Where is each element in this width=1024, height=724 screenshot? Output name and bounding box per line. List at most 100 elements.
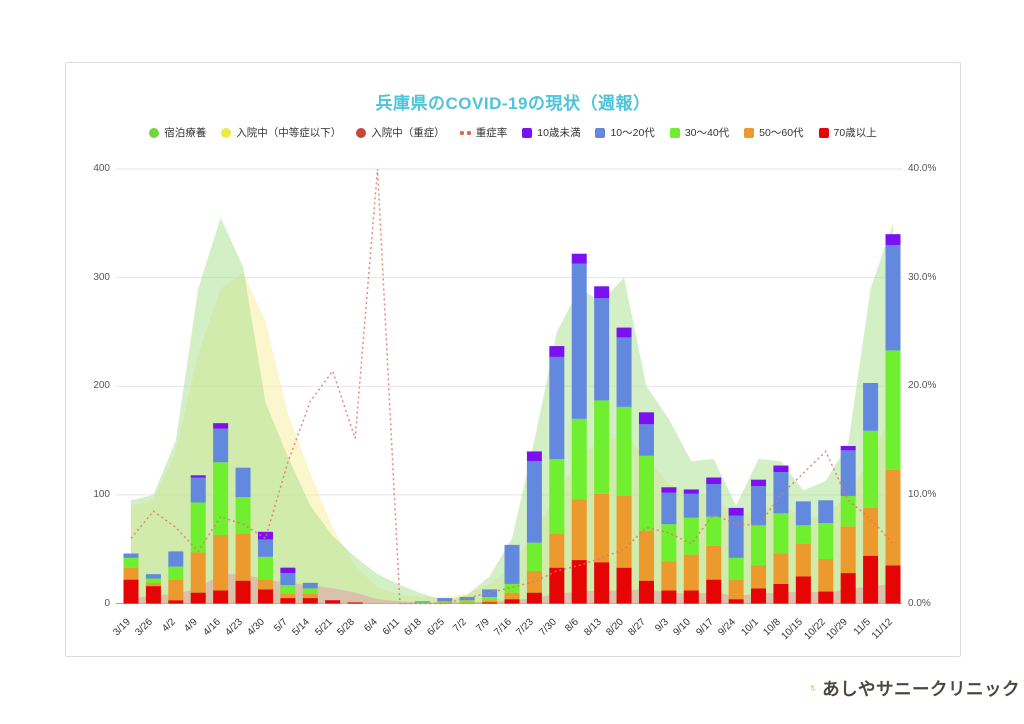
bar-segment [773, 513, 789, 554]
bar-segment [683, 489, 699, 494]
bar-segment [235, 497, 251, 534]
bar-segment [280, 598, 296, 604]
bar-7/23[interactable] [526, 451, 542, 604]
bar-5/21[interactable] [325, 600, 341, 604]
bar-segment [706, 477, 722, 485]
bar-segment [190, 502, 206, 553]
bar-6/18[interactable] [414, 601, 430, 604]
bar-9/3[interactable] [661, 487, 677, 604]
bar-segment [818, 558, 834, 592]
bar-7/30[interactable] [549, 346, 565, 604]
bar-segment [302, 582, 318, 589]
legend-label: 50〜60代 [759, 127, 804, 139]
bar-segment [213, 462, 229, 536]
chart-legend: 宿泊療養 入院中（中等症以下） 入院中（重症） 重症率 10歳未満 10〜20代 30〜40… [66, 125, 960, 140]
bar-8/6[interactable] [571, 253, 587, 604]
bar-segment [190, 552, 206, 593]
bar-5/7[interactable] [280, 567, 296, 604]
bar-8/20[interactable] [616, 327, 632, 604]
legend-item-3[interactable]: 重症率 [459, 125, 507, 140]
bar-8/13[interactable] [594, 286, 610, 604]
bar-7/2[interactable] [459, 596, 475, 604]
area-series-1 [131, 217, 893, 604]
bar-segment [594, 286, 610, 299]
bar-segment [751, 525, 767, 566]
bar-segment [526, 461, 542, 543]
bar-segment [594, 493, 610, 563]
bar-11/5[interactable] [863, 382, 879, 604]
bar-segment [145, 586, 161, 604]
bar-4/9[interactable] [190, 475, 206, 604]
bar-segment [638, 424, 654, 456]
bar-segment [213, 535, 229, 591]
bar-segment [863, 555, 879, 604]
bar-4/23[interactable] [235, 467, 251, 604]
bar-segment [840, 526, 856, 574]
bar-segment [706, 516, 722, 546]
legend-item-8[interactable]: 70歳以上 [818, 125, 877, 140]
bar-segment [459, 600, 475, 603]
bar-segment [302, 598, 318, 604]
bar-segment [638, 580, 654, 604]
bar-segment [280, 593, 296, 599]
bar-segment [661, 590, 677, 604]
bar-10/8[interactable] [773, 465, 789, 604]
chart-card: 兵庫県のCOVID-19の現状（週報） 宿泊療養 入院中（中等症以下） 入院中（重症… [65, 62, 961, 657]
bar-3/26[interactable] [145, 574, 161, 604]
chart-plot-area[interactable] [66, 63, 960, 656]
bar-segment [526, 542, 542, 571]
legend-item-5[interactable]: 10〜20代 [595, 125, 655, 140]
bar-segment [168, 600, 184, 604]
y-axis-left-tick: 200 [93, 380, 110, 392]
legend-item-4[interactable]: 10歳未満 [522, 125, 580, 140]
bar-segment [549, 533, 565, 568]
bar-8/27[interactable] [638, 412, 654, 604]
bar-9/17[interactable] [706, 477, 722, 604]
bar-segment [818, 500, 834, 524]
bar-segment [280, 573, 296, 586]
bar-segment [257, 589, 273, 604]
bar-segment [123, 567, 139, 580]
bar-4/16[interactable] [213, 423, 229, 604]
bar-segment [885, 350, 901, 470]
legend-square-marker [522, 127, 533, 138]
bar-segment [526, 570, 542, 593]
bar-9/10[interactable] [683, 489, 699, 604]
bar-segment [213, 590, 229, 604]
bar-10/15[interactable] [795, 501, 811, 604]
bar-segment [459, 602, 475, 604]
bar-9/24[interactable] [728, 507, 744, 604]
bar-segment [616, 337, 632, 407]
legend-item-2[interactable]: 入院中（重症） [356, 125, 445, 140]
bar-segment [302, 593, 318, 599]
legend-item-6[interactable]: 30〜40代 [669, 125, 729, 140]
bar-segment [795, 501, 811, 526]
y-axis-right-tick: 40.0% [908, 163, 937, 174]
bar-5/28[interactable] [347, 602, 363, 604]
bar-segment [616, 406, 632, 496]
bar-segment [235, 533, 251, 581]
area-series-2 [131, 574, 893, 604]
bar-10/1[interactable] [751, 479, 767, 604]
bar-segment [863, 430, 879, 508]
bar-segment [414, 602, 430, 604]
legend-item-1[interactable]: 入院中（中等症以下） [221, 125, 341, 140]
legend-item-7[interactable]: 50〜60代 [744, 125, 804, 140]
bar-5/14[interactable] [302, 582, 318, 604]
bar-segment [863, 382, 879, 431]
bar-10/29[interactable] [840, 445, 856, 604]
bar-4/2[interactable] [168, 551, 184, 604]
bar-segment [571, 263, 587, 419]
legend-square-marker [818, 127, 829, 138]
bar-11/12[interactable] [885, 234, 901, 604]
bar-segment [885, 469, 901, 566]
bar-segment [571, 253, 587, 264]
bar-3/19[interactable] [123, 553, 139, 604]
bar-7/16[interactable] [504, 544, 520, 604]
bar-4/30[interactable] [257, 531, 273, 604]
bar-segment [594, 400, 610, 494]
y-axis-left-tick: 0 [104, 597, 110, 609]
legend-item-0[interactable]: 宿泊療養 [149, 125, 206, 140]
bar-segment [482, 602, 498, 604]
bar-10/22[interactable] [818, 500, 834, 604]
